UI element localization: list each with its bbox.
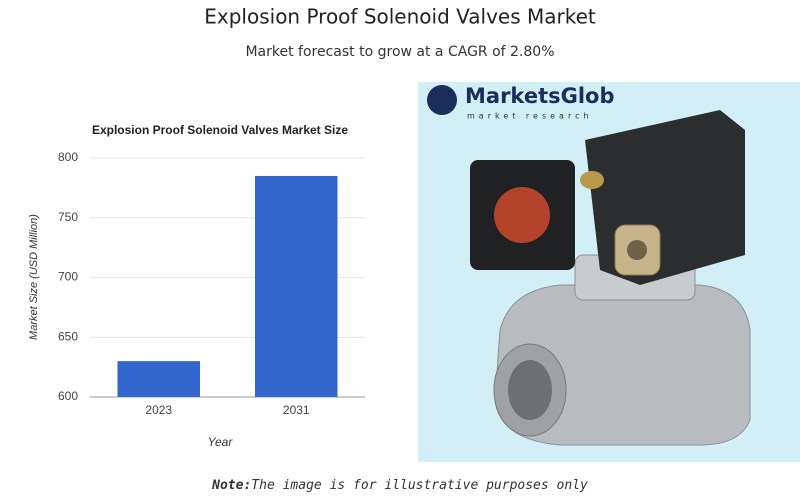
y-tick-label: 700	[58, 270, 78, 284]
bar	[117, 361, 200, 397]
y-tick-label: 650	[58, 329, 78, 343]
y-tick-label: 750	[58, 210, 78, 224]
bar	[255, 175, 338, 397]
x-tick-label: 2023	[145, 403, 172, 417]
nameplate	[494, 187, 550, 243]
y-tick-label: 800	[58, 150, 78, 164]
chart-title: Explosion Proof Solenoid Valves Market S…	[92, 123, 348, 137]
logo-icon	[427, 85, 457, 115]
note-text: The image is for illustrative purposes o…	[251, 478, 588, 493]
y-axis-label: Market Size (USD Million)	[28, 214, 40, 340]
note-label: Note:	[211, 478, 251, 493]
chart: Explosion Proof Solenoid Valves Market S…	[28, 123, 365, 449]
screw-cap	[580, 171, 604, 189]
logo-name: MarketsGlob	[465, 84, 615, 108]
page-title: Explosion Proof Solenoid Valves Market	[204, 5, 596, 29]
product-image: MarketsGlob market research	[418, 82, 800, 462]
note: Note:The image is for illustrative purpo…	[211, 478, 588, 493]
page-subtitle: Market forecast to grow at a CAGR of 2.8…	[245, 44, 554, 60]
gland-hole	[627, 240, 647, 260]
x-axis-label: Year	[208, 435, 234, 449]
y-tick-label: 600	[58, 389, 78, 403]
logo-tagline: market research	[467, 112, 593, 121]
coil-housing	[585, 110, 745, 285]
x-tick-label: 2031	[283, 403, 310, 417]
valve-bore	[508, 360, 552, 420]
